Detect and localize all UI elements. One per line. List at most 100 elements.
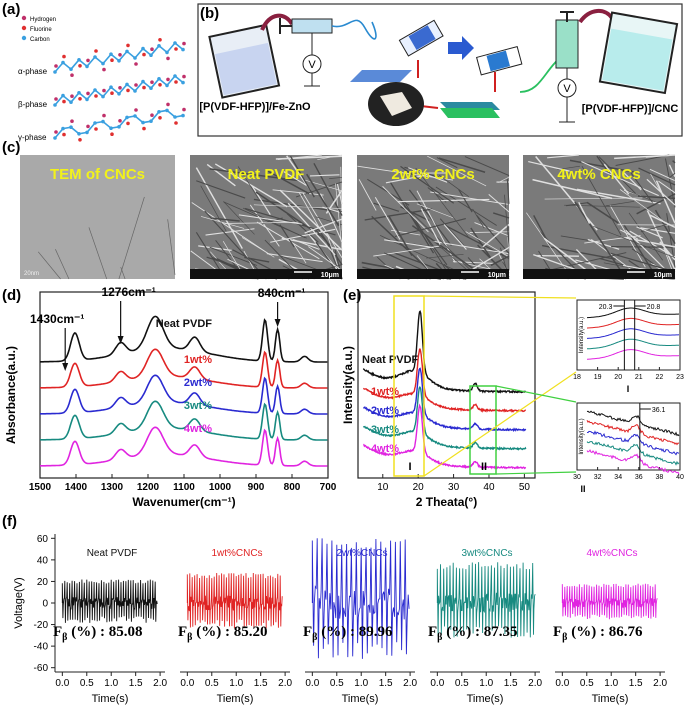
fiber	[394, 218, 466, 238]
fiber	[266, 253, 323, 263]
fiber	[255, 191, 321, 237]
atom	[94, 94, 98, 98]
metric: Fβ (%) : 86.76	[553, 624, 643, 643]
atom	[133, 56, 137, 60]
fiber	[206, 163, 236, 187]
x-tick-label: 34	[614, 474, 622, 481]
fiber	[436, 157, 458, 169]
spectrum	[40, 374, 328, 415]
inset-curve	[587, 338, 680, 350]
atom	[93, 121, 97, 125]
atom	[53, 136, 57, 140]
spectrum	[40, 400, 328, 441]
atom	[53, 103, 57, 107]
x-tick-label: 700	[320, 482, 337, 493]
fiber	[256, 221, 320, 260]
apparatus	[197, 3, 683, 137]
x-tick-label: 900	[248, 482, 265, 493]
atom	[126, 121, 130, 126]
roll-film	[486, 50, 510, 72]
atom	[102, 113, 106, 118]
fiber	[204, 210, 267, 280]
fiber	[430, 191, 508, 205]
fiber	[619, 229, 639, 240]
fiber	[637, 195, 676, 200]
x-tick-label: 30	[448, 482, 460, 493]
atom	[141, 120, 145, 125]
fiber	[464, 156, 510, 176]
x-tick-label: 21	[635, 374, 643, 381]
metric: Fβ (%) : 87.35	[428, 624, 517, 643]
fiber	[435, 186, 497, 226]
fiber	[482, 223, 510, 248]
fiber	[668, 164, 676, 177]
x-tick-label: 1500	[29, 482, 52, 493]
x-tick-label: 1000	[209, 482, 232, 493]
metric-symbol: F	[428, 624, 437, 640]
fiber	[237, 166, 259, 199]
fiber	[474, 222, 510, 237]
x-tick-label: 2.0	[153, 678, 167, 689]
fiber	[212, 217, 240, 222]
metric-text: (%) : 86.76	[567, 624, 642, 640]
fiber	[238, 214, 303, 225]
fiber	[279, 224, 295, 248]
image-caption: 4wt% CNCs	[557, 166, 640, 183]
fiber	[427, 155, 487, 187]
fiber	[598, 156, 636, 194]
x-axis-label: Time(s)	[592, 693, 629, 705]
fiber	[302, 193, 343, 258]
fiber	[298, 192, 323, 233]
atom	[109, 52, 113, 56]
plot-frame	[357, 291, 536, 479]
fiber	[313, 162, 343, 216]
y-tick-label: -40	[34, 642, 49, 653]
y-axis-label: Intensity(a.u.)	[341, 346, 355, 424]
left-beaker	[208, 23, 281, 99]
fiber	[650, 173, 662, 194]
fiber	[603, 163, 630, 195]
arrow-right	[448, 36, 474, 60]
atom	[54, 97, 58, 101]
inset-curve	[586, 410, 680, 437]
x-axis-label: Tiem(s)	[217, 693, 254, 705]
atom	[62, 99, 66, 104]
y-tick-label: 40	[37, 555, 49, 566]
x-tick-label: 50	[519, 482, 531, 493]
atom	[126, 88, 130, 93]
atom	[141, 79, 145, 84]
fiber	[547, 154, 579, 159]
phase-label: α-phase	[18, 67, 48, 76]
atom	[157, 110, 161, 114]
x-tick-label: 1.5	[129, 678, 143, 689]
highlight-box	[393, 295, 425, 477]
fiber	[408, 189, 452, 247]
fiber	[646, 210, 676, 271]
atom	[157, 77, 161, 81]
atom	[93, 88, 97, 92]
fiber	[452, 261, 496, 264]
atom	[110, 91, 114, 95]
atom	[174, 121, 178, 125]
fiber	[610, 252, 676, 273]
x-tick-label: 0.0	[430, 678, 444, 689]
x-tick-label: 0.0	[555, 678, 569, 689]
atom	[109, 85, 113, 89]
fiber	[636, 193, 676, 215]
scale-label: 10μm	[321, 272, 339, 279]
fiber	[476, 214, 510, 254]
atom	[174, 47, 178, 51]
meter-label: V	[308, 59, 316, 71]
fiber	[427, 187, 447, 203]
diffractogram	[362, 348, 526, 413]
chain	[54, 74, 184, 106]
diffractogram	[362, 310, 526, 394]
fiber	[438, 174, 470, 197]
diffractogram	[363, 367, 527, 433]
inset-y-label: Intensity(a.u.)	[579, 418, 585, 454]
fiber	[619, 189, 664, 222]
legend-label: Hydrogen	[30, 17, 56, 23]
fiber	[382, 186, 429, 233]
atom	[166, 77, 170, 82]
atom	[149, 53, 153, 57]
